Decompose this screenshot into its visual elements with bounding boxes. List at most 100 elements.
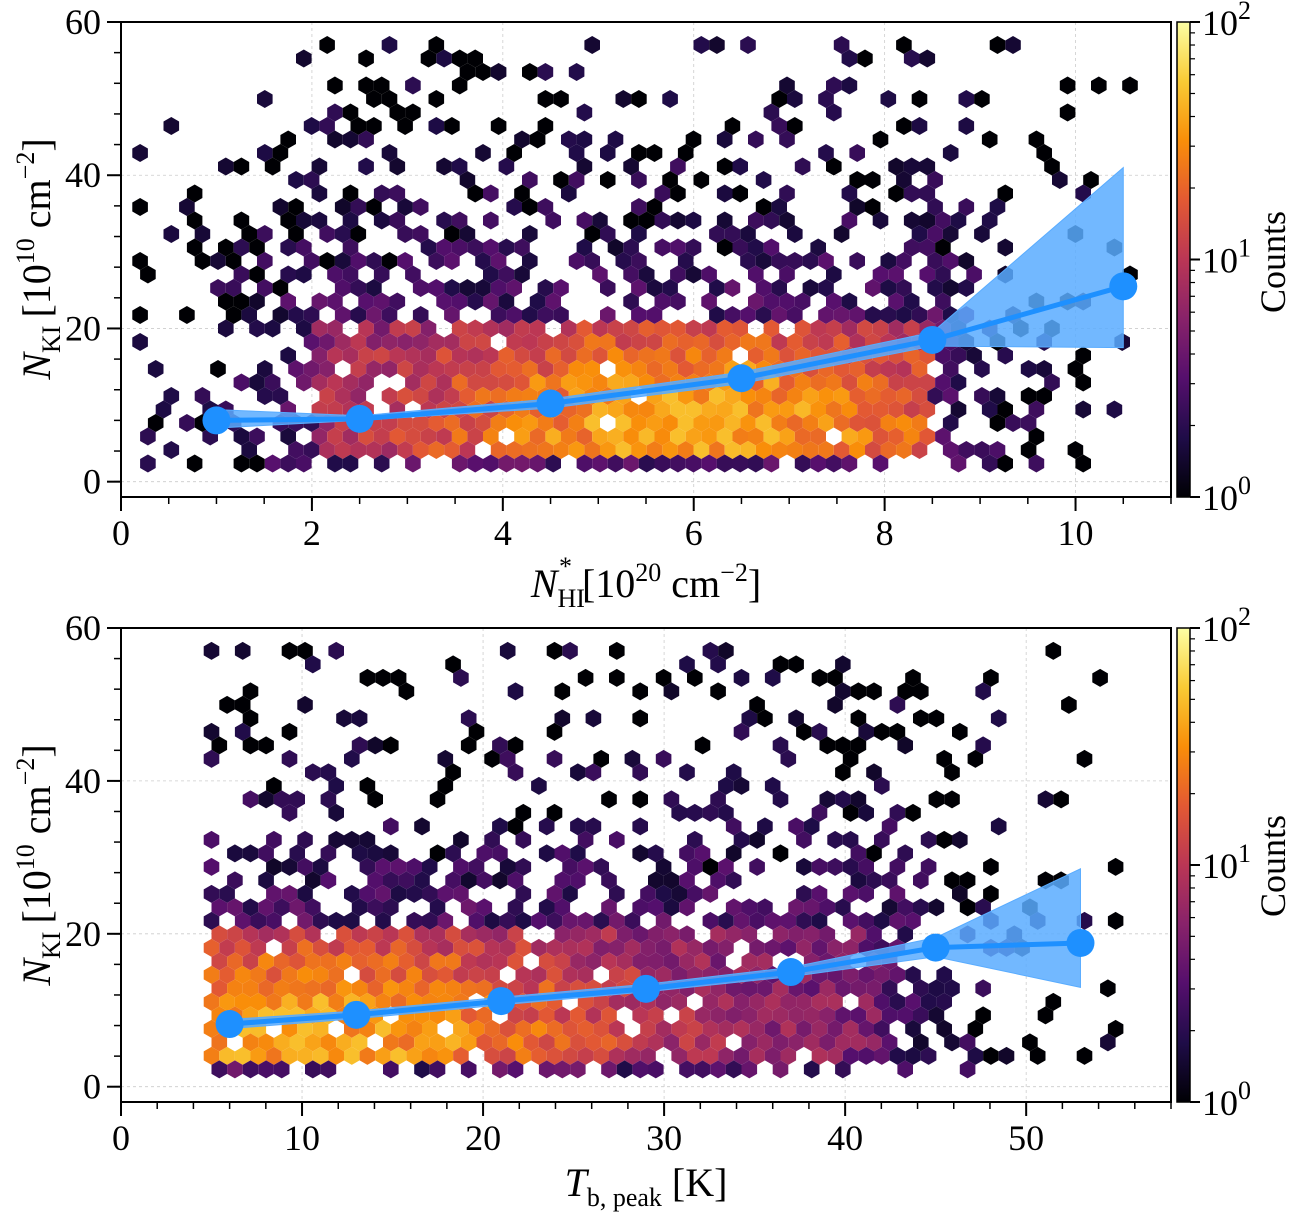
hexbin-cell — [936, 992, 952, 1011]
hexbin-cell — [811, 1046, 828, 1065]
hexbin-cell — [562, 1046, 578, 1065]
hexbin-cell — [428, 36, 445, 54]
hexbin-cell — [562, 641, 578, 660]
hexbin-cell — [241, 441, 257, 459]
hexbin-cell — [601, 1006, 617, 1025]
hexbin-cell — [389, 211, 406, 230]
x-tick-label: 10 — [284, 1118, 320, 1158]
hexbin-cell — [554, 898, 571, 917]
hexbin-cell — [794, 373, 811, 392]
hexbin-cell — [911, 414, 928, 432]
hexbin-cell — [942, 252, 959, 270]
hexbin-cell — [818, 414, 834, 432]
hexbin-cell — [1005, 414, 1021, 432]
hexbin-cell — [422, 965, 438, 984]
hexbin-cell — [1107, 1019, 1124, 1038]
hexbin-cell — [210, 279, 226, 297]
hexbin-cell — [1107, 857, 1124, 876]
hexbin-cell — [211, 736, 228, 755]
hexbin-cell — [311, 157, 328, 176]
hexbin-cell — [896, 171, 912, 189]
hexbin-cell — [655, 965, 672, 984]
hexbin-cell — [242, 844, 259, 863]
hexbin-cell — [281, 641, 298, 660]
hexbin-cell — [810, 238, 826, 257]
hexbin-cell — [576, 346, 593, 365]
hexbin-cell — [499, 857, 516, 876]
hexbin-cell — [397, 387, 413, 405]
hexbin-cell — [983, 857, 999, 876]
hexbin-cell — [725, 925, 742, 944]
hexbin-cell — [740, 441, 756, 459]
hexbin-cell — [710, 790, 726, 809]
hexbin-cell — [889, 722, 906, 741]
hexbin-cell — [818, 333, 834, 351]
hexbin-cell — [451, 454, 468, 473]
hexbin-cell — [609, 992, 625, 1011]
hexbin-cell — [303, 252, 320, 270]
hexbin-cell — [826, 454, 842, 473]
hexbin-cell — [671, 803, 687, 822]
hexbin-cell — [467, 319, 483, 338]
hexbin-cell — [288, 441, 304, 459]
hexbin-cell — [305, 898, 321, 917]
hexbin-cell — [429, 979, 446, 998]
hexbin-cell — [640, 1019, 656, 1038]
hexbin-cell — [983, 884, 999, 903]
hexbin-cell — [186, 454, 203, 473]
hexbin-cell — [638, 400, 655, 419]
hexbin-cell — [576, 103, 593, 122]
hexbin-cell — [233, 157, 250, 176]
x-tick-label: 6 — [685, 513, 703, 553]
hexbin-cell — [242, 1060, 259, 1079]
hexbin-cell — [850, 925, 867, 944]
hexbin-cell — [383, 844, 399, 863]
hexbin-cell — [679, 1006, 695, 1025]
hexbin-cell — [312, 1046, 329, 1065]
hexbin-cell — [554, 871, 571, 890]
hexbin-cell — [966, 265, 982, 284]
hexbin-cell — [249, 373, 265, 392]
hexbin-cell — [428, 117, 445, 135]
hexbin-cell — [412, 279, 429, 297]
hexbin-cell — [490, 387, 507, 405]
hexbin-cell — [163, 441, 180, 459]
hexbin-cell — [670, 211, 686, 230]
hexbin-cell — [911, 306, 928, 324]
hexbin-cell — [764, 776, 781, 795]
hexbin-cell — [616, 1033, 633, 1052]
hexbin-cell — [562, 857, 578, 876]
hexbin-cell — [850, 844, 867, 863]
hexbin-cell — [687, 668, 703, 687]
hexbin-cell — [358, 319, 374, 338]
hexbin-cell — [615, 252, 632, 270]
hexbin-cell — [303, 441, 320, 459]
hexbin-cell — [942, 360, 959, 378]
hexbin-cell — [422, 857, 438, 876]
hexbin-cell — [601, 1033, 617, 1052]
hexbin-cell — [952, 884, 968, 903]
hexbin-cell — [186, 211, 203, 230]
hexbin-cell — [919, 427, 936, 446]
hexbin-cell — [585, 1033, 602, 1052]
hexbin-cell — [311, 346, 328, 365]
hexbin-cell — [1028, 130, 1045, 149]
hexbin-cell — [444, 387, 460, 405]
hexbin-cell — [428, 333, 445, 351]
colorbar-tick-label: 100 — [1202, 471, 1251, 518]
hexbin-cell — [350, 198, 367, 216]
hexbin-cell — [631, 441, 647, 459]
hexbin-cell — [623, 346, 639, 365]
hexbin-cell — [958, 252, 975, 270]
hexbin-cell — [716, 238, 733, 257]
hexbin-cell — [225, 306, 242, 324]
hexbin-cell — [475, 252, 491, 270]
hexbin-cell — [835, 763, 851, 782]
hexbin-cell — [593, 1019, 609, 1038]
hexbin-cell — [718, 1019, 734, 1038]
hexbin-cell — [702, 1046, 719, 1065]
hexbin-cell — [289, 952, 305, 971]
hexbin-cell — [679, 655, 695, 674]
hexbin-cell — [537, 360, 554, 378]
hexbin-cell — [623, 265, 639, 284]
